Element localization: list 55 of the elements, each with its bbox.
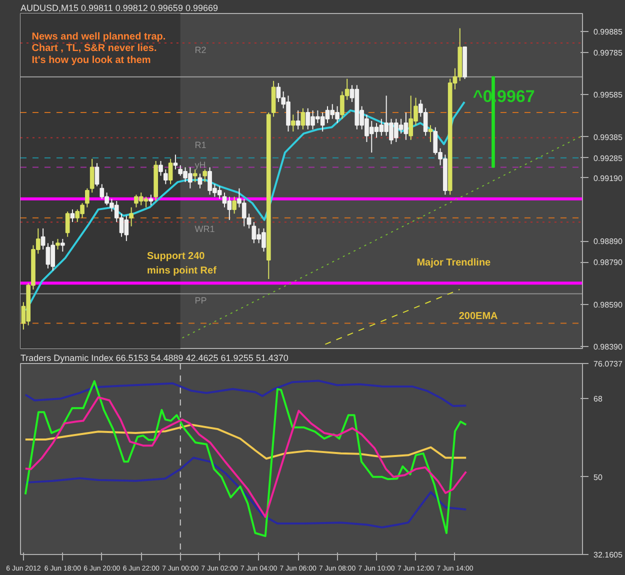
line-series xyxy=(24,396,468,518)
chart-title: Traders Dynamic Index 66.5153 54.4889 42.4625 61.9255 51.4370 xyxy=(20,353,288,363)
candlestick xyxy=(90,158,94,194)
candlestick xyxy=(300,108,306,130)
y-tick-label: 0.98590 xyxy=(594,300,623,310)
y-tick-label: 0.98790 xyxy=(594,258,623,268)
candlestick xyxy=(65,211,70,238)
line-series xyxy=(24,424,468,460)
ref-line-label: yH xyxy=(194,160,206,170)
y-tick-label: 0.98390 xyxy=(594,342,623,352)
candlestick xyxy=(70,208,75,223)
y-tick-label: 76.0737 xyxy=(594,360,623,368)
candlestick xyxy=(198,173,202,189)
y-tick-label: 0.99385 xyxy=(594,132,623,142)
line-series xyxy=(24,380,468,538)
y-tick-label: 0.99785 xyxy=(594,48,623,58)
annotation: 200EMA xyxy=(458,311,498,322)
line-series xyxy=(24,380,468,408)
candlestick xyxy=(202,168,208,183)
candlestick xyxy=(85,188,90,208)
candlestick xyxy=(168,158,173,185)
annotation: Chart , TL, S&R never lies. xyxy=(32,43,157,54)
ref-line-label: WR1 xyxy=(194,224,215,234)
candlestick xyxy=(40,228,46,250)
candlestick xyxy=(129,206,134,227)
y-tick-label: 0.99885 xyxy=(594,27,623,36)
candlestick xyxy=(428,124,433,143)
candlestick xyxy=(192,168,198,183)
y-tick-label: 0.99585 xyxy=(594,90,623,100)
annotation: News and well planned trap. xyxy=(32,31,166,42)
y-tick-label: 0.99285 xyxy=(594,154,623,163)
ref-line-label: PP xyxy=(194,296,207,306)
candlestick xyxy=(296,110,300,130)
y-tick-label: 0.99190 xyxy=(594,174,623,183)
y-tick-label: 50 xyxy=(594,472,603,482)
candlestick xyxy=(158,160,163,176)
ref-line-label: R1 xyxy=(194,140,206,150)
line-series xyxy=(24,456,468,528)
annotation: mins point Ref xyxy=(146,265,218,276)
annotation: Support 240 xyxy=(146,250,206,262)
candlestick xyxy=(163,168,168,185)
y-tick-label: 32.1605 xyxy=(594,550,623,560)
candlestick xyxy=(60,238,65,252)
ref-line-label: R2 xyxy=(194,44,206,55)
annotation: It's how you look at them xyxy=(32,54,151,66)
annotation: Major Trendline xyxy=(416,258,492,269)
candlestick xyxy=(173,154,178,170)
chart-title: AUDUSD,M15 0.99811 0.99812 0.99659 0.99669 xyxy=(20,3,218,13)
candlestick xyxy=(56,238,60,250)
y-tick-label: 68 xyxy=(594,394,603,404)
candlestick xyxy=(232,196,236,214)
candlestick xyxy=(290,114,296,132)
candlestick xyxy=(148,194,154,206)
candlestick xyxy=(94,162,100,187)
y-tick-label: 0.98890 xyxy=(594,237,623,246)
